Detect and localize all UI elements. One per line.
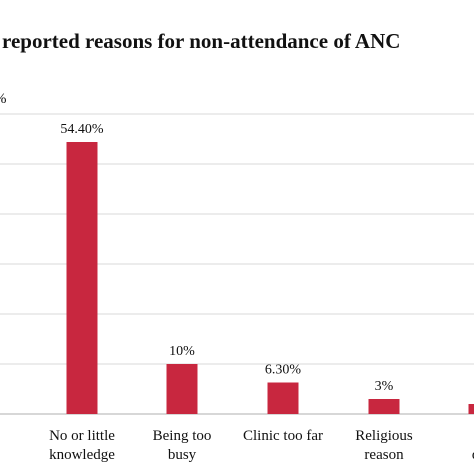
data-label: 10% bbox=[169, 344, 195, 359]
category-label: Religious bbox=[355, 428, 413, 444]
category-label: disa bbox=[472, 447, 474, 463]
bar bbox=[468, 404, 474, 414]
bar bbox=[166, 364, 198, 414]
bar bbox=[368, 399, 400, 414]
data-label: 54.40% bbox=[60, 122, 104, 137]
category-label: Clinic too far bbox=[243, 428, 323, 444]
data-label: 3% bbox=[375, 379, 394, 394]
category-label: reason bbox=[364, 447, 404, 463]
data-labels: 54.40%10%6.30%3%2 bbox=[60, 122, 394, 394]
y-axis-partial-label: % bbox=[0, 91, 7, 107]
bars bbox=[66, 142, 474, 414]
bar bbox=[267, 382, 299, 414]
data-label: 6.30% bbox=[265, 363, 302, 378]
category-label: No or little bbox=[49, 428, 115, 444]
category-label: busy bbox=[168, 447, 197, 463]
category-label: Being too bbox=[153, 428, 212, 444]
category-label: knowledge bbox=[49, 447, 115, 463]
chart-title: reported reasons for non-attendance of A… bbox=[2, 29, 400, 53]
bar bbox=[66, 142, 98, 414]
